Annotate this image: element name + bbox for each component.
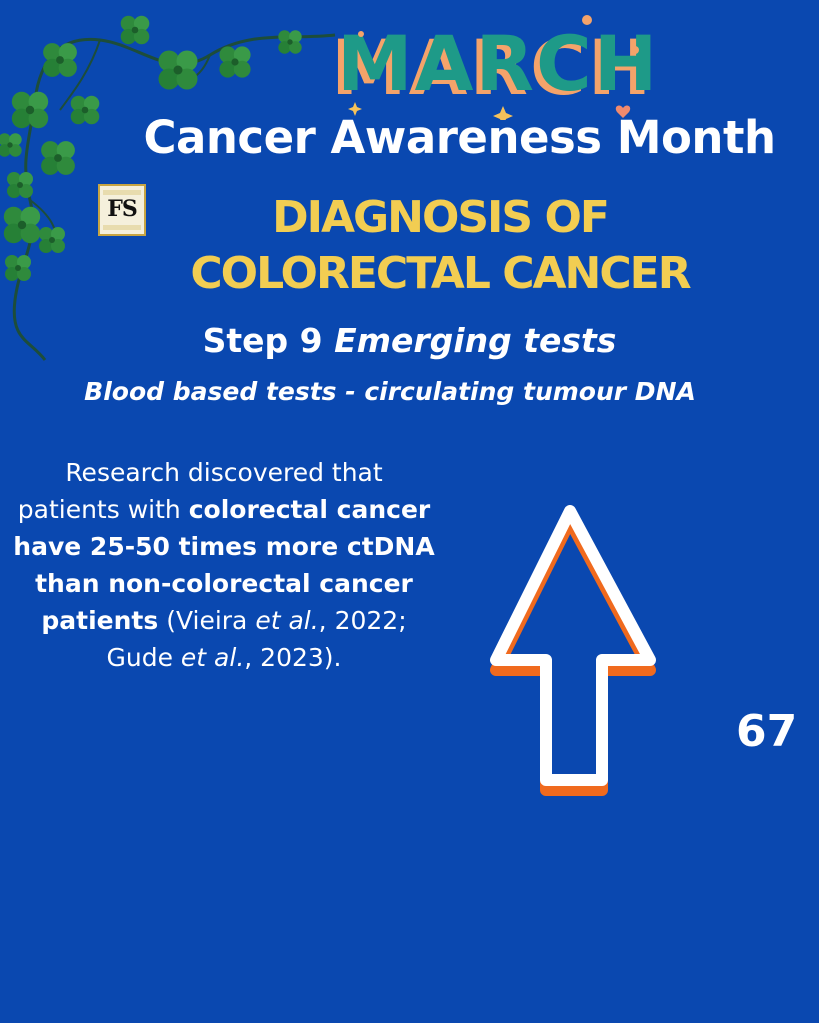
heading-line-2: COLORECTAL CANCER	[190, 248, 691, 299]
paragraph-intro: Research discovered that patients with	[17, 458, 383, 524]
svg-text:MARCH: MARCH	[337, 19, 659, 108]
citation-mid: , 2022; Gude	[106, 606, 407, 672]
heading-line-1: DIAGNOSIS OF	[272, 192, 610, 243]
subtitle: Blood based tests - circulating tumour D…	[84, 377, 696, 406]
citation-close: , 2023).	[244, 643, 342, 672]
logo-initials: FS	[107, 196, 138, 222]
step-prefix: Step 9	[202, 321, 323, 360]
paragraph-highlight: colorectal cancer have 25-50 times more …	[13, 495, 435, 635]
page-number: 67	[736, 706, 798, 757]
page-title: Cancer Awareness Month	[143, 111, 776, 164]
research-paragraph: Research discovered that patients with c…	[12, 454, 436, 676]
citation-etal-2: et al.	[180, 643, 245, 672]
citation-etal-1: et al.	[255, 606, 319, 635]
step-heading: Step 9 Emerging tests	[0, 318, 819, 364]
up-arrow-icon	[490, 505, 656, 796]
svg-text:MARCH: MARCH	[331, 23, 653, 112]
diagnosis-heading: DIAGNOSIS OF COLORECTAL CANCER	[130, 190, 750, 302]
citation-open: (Vieira	[166, 606, 256, 635]
author-logo: FS	[98, 184, 146, 236]
clover-vine-decoration	[0, 15, 336, 361]
step-emphasis: Emerging tests	[334, 321, 617, 360]
march-badge: MARCH MARCH	[331, 15, 659, 120]
